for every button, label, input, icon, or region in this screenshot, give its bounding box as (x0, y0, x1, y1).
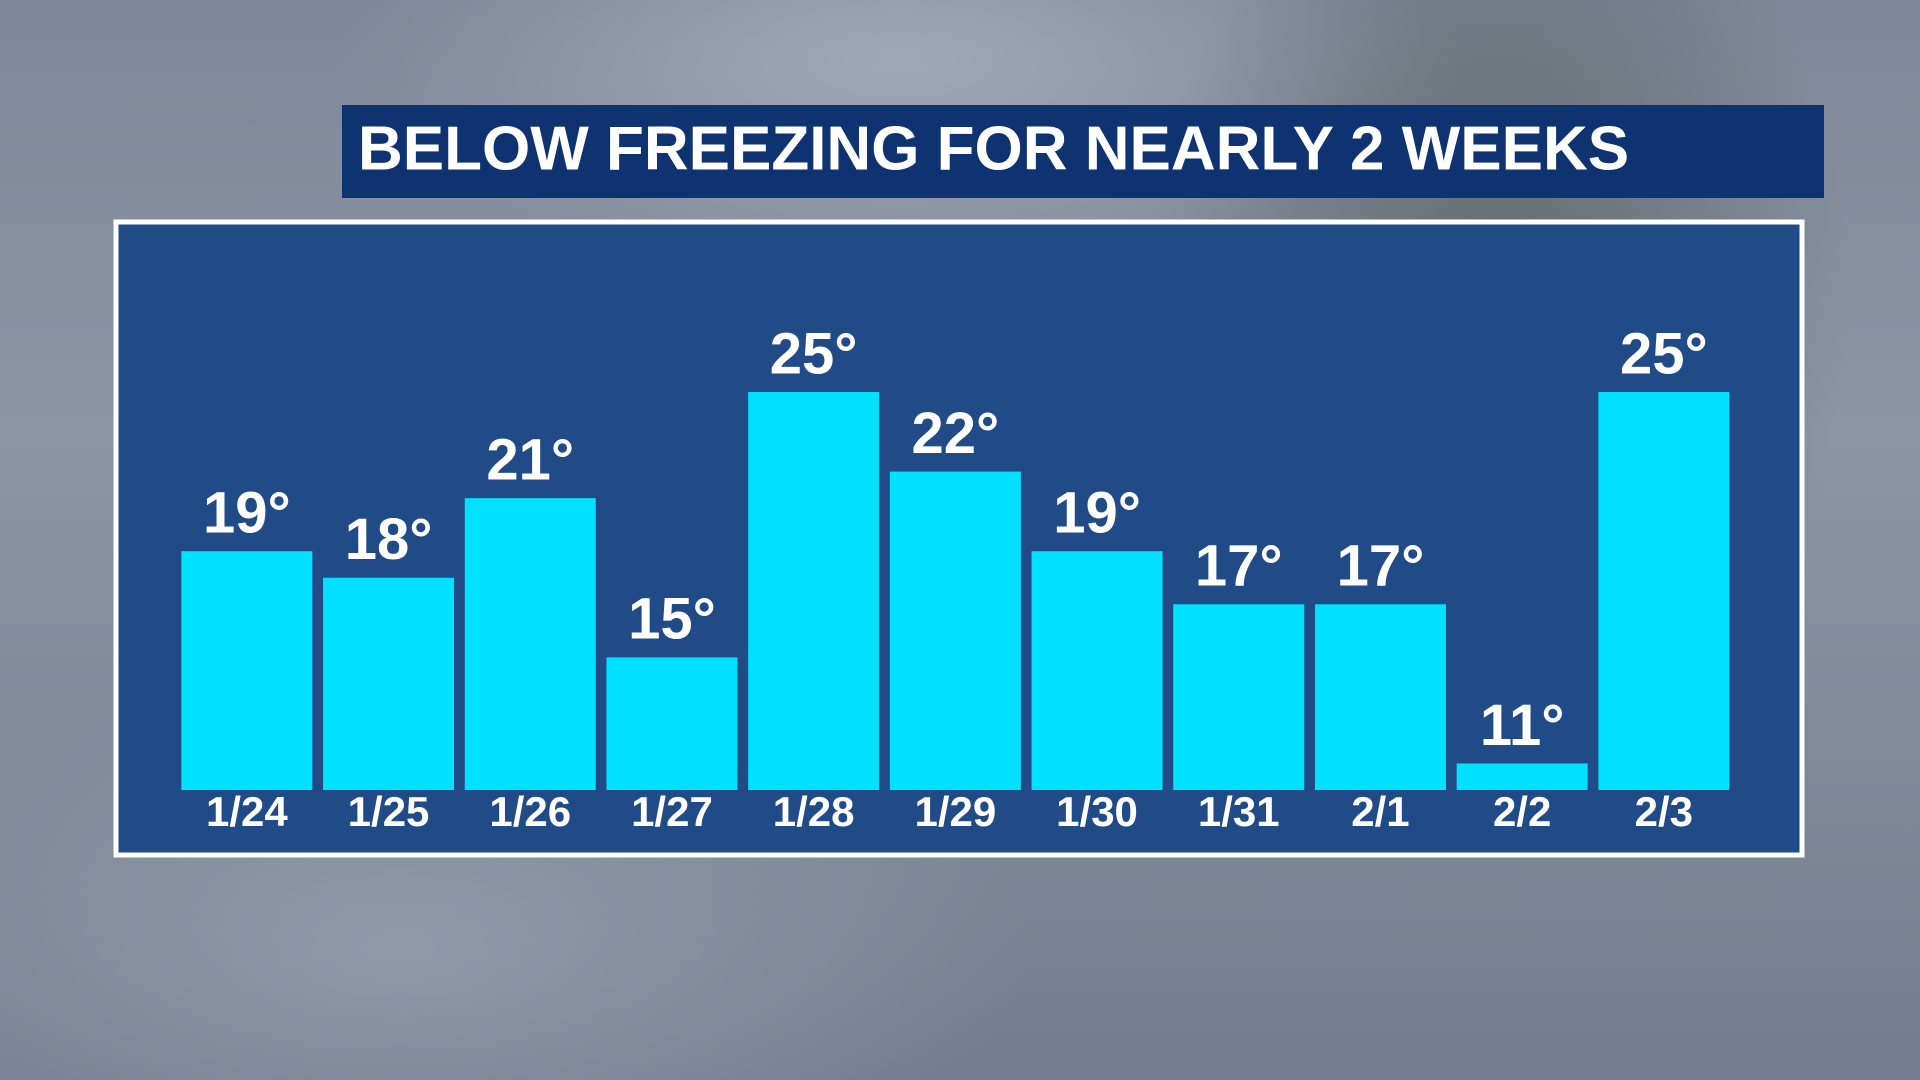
x-tick-label: 1/29 (914, 788, 996, 835)
x-tick-label: 1/25 (348, 788, 430, 835)
value-label: 11° (1480, 693, 1565, 758)
value-label: 19° (203, 481, 291, 546)
value-label: 19° (1053, 481, 1141, 546)
bar (181, 551, 313, 790)
x-tick-label: 1/28 (773, 788, 855, 835)
value-label: 17° (1195, 534, 1283, 599)
bar (1598, 392, 1730, 790)
value-label: 22° (911, 401, 999, 466)
x-tick-label: 2/3 (1635, 788, 1693, 835)
x-tick-label: 2/2 (1493, 788, 1551, 835)
bar (1031, 551, 1163, 790)
value-label: 18° (345, 507, 433, 572)
bar (464, 498, 596, 790)
x-tick-label: 1/31 (1198, 788, 1280, 835)
value-label: 17° (1337, 534, 1425, 599)
bar (748, 392, 880, 790)
chart-title: BELOW FREEZING FOR NEARLY 2 WEEKS (358, 114, 1629, 183)
bar (323, 577, 455, 790)
bar (1314, 604, 1446, 790)
x-tick-label: 1/24 (206, 788, 288, 835)
bar (1456, 763, 1588, 790)
x-tick-label: 1/30 (1056, 788, 1138, 835)
bar (1173, 604, 1305, 790)
x-tick-label: 1/26 (489, 788, 571, 835)
value-label: 25° (770, 321, 858, 386)
bar (889, 471, 1021, 790)
x-tick-label: 2/1 (1351, 788, 1409, 835)
bar (606, 657, 738, 790)
x-tick-label: 1/27 (631, 788, 713, 835)
value-label: 15° (628, 587, 716, 652)
title-box (342, 105, 1824, 198)
value-label: 25° (1620, 321, 1708, 386)
value-label: 21° (486, 427, 574, 492)
